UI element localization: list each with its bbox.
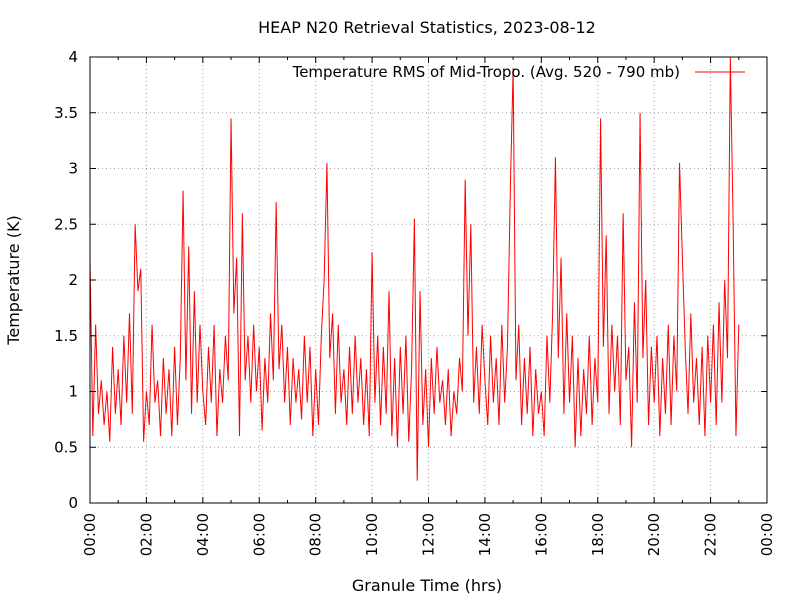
legend: Temperature RMS of Mid-Tropo. (Avg. 520 … bbox=[292, 63, 745, 81]
x-tick-label: 00:00 bbox=[758, 513, 776, 556]
x-tick-label: 10:00 bbox=[363, 513, 381, 556]
y-axis-label: Temperature (K) bbox=[4, 215, 23, 345]
y-tick-label: 3.5 bbox=[54, 104, 78, 122]
y-tick-label: 0.5 bbox=[54, 438, 78, 456]
chart-title: HEAP N20 Retrieval Statistics, 2023-08-1… bbox=[258, 18, 596, 37]
x-tick-label: 22:00 bbox=[702, 513, 720, 556]
x-tick-label: 16:00 bbox=[532, 513, 550, 556]
x-tick-label: 00:00 bbox=[81, 513, 99, 556]
x-axis-label: Granule Time (hrs) bbox=[352, 576, 502, 595]
x-tick-label: 04:00 bbox=[194, 513, 212, 556]
x-tick-label: 02:00 bbox=[137, 513, 155, 556]
axis-ticks: 0 0.5 1 1.5 2 2.5 3 3.5 4 00:00 02:00 04:00 06:00 08:… bbox=[54, 48, 776, 556]
x-tick-label: 08:00 bbox=[307, 513, 325, 556]
x-tick-label: 14:00 bbox=[476, 513, 494, 556]
y-tick-label: 0 bbox=[68, 494, 78, 512]
y-tick-label: 1.5 bbox=[54, 327, 78, 345]
y-tick-label: 4 bbox=[68, 48, 78, 66]
y-tick-label: 2.5 bbox=[54, 215, 78, 233]
x-tick-label: 06:00 bbox=[250, 513, 268, 556]
series-line-group bbox=[89, 56, 740, 481]
legend-label: Temperature RMS of Mid-Tropo. (Avg. 520 … bbox=[292, 63, 680, 81]
x-tick-label: 12:00 bbox=[420, 513, 438, 556]
x-tick-label: 18:00 bbox=[589, 513, 607, 556]
y-tick-label: 3 bbox=[68, 160, 78, 178]
series-line-temperature-rms bbox=[89, 56, 740, 481]
y-tick-label: 1 bbox=[68, 383, 78, 401]
y-tick-label: 2 bbox=[68, 271, 78, 289]
x-tick-label: 20:00 bbox=[645, 513, 663, 556]
